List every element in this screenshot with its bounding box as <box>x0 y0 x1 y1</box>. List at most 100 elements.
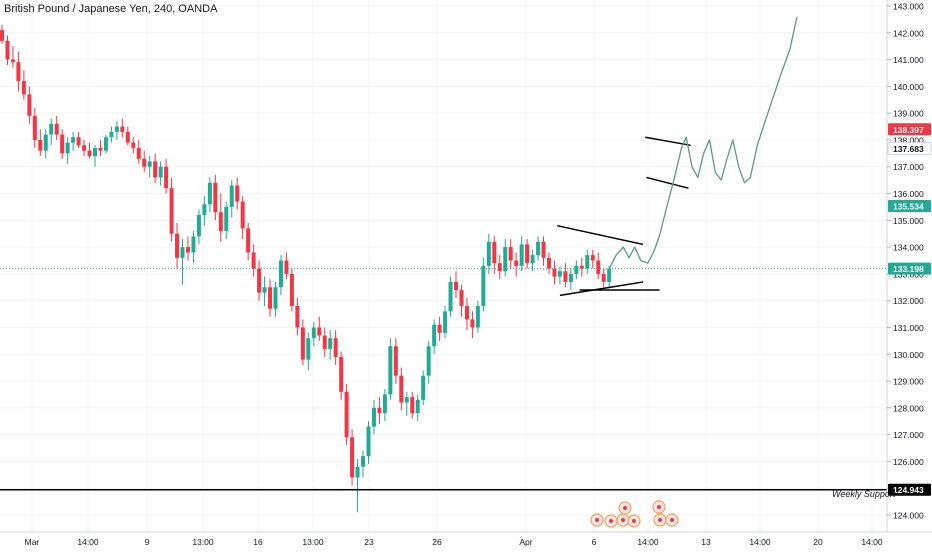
x-tick-label: 13:00 <box>192 537 214 547</box>
candle-body <box>240 201 245 229</box>
candle-body <box>142 158 147 167</box>
x-tick-label: Apr <box>519 537 532 547</box>
candle-body <box>519 244 524 266</box>
y-tick-label: 130.000 <box>893 350 924 360</box>
candle-body <box>355 466 360 478</box>
candle-body <box>590 255 595 261</box>
candle-body <box>268 287 273 309</box>
candle-body <box>497 263 502 272</box>
candle-body <box>0 30 4 41</box>
candle-body <box>60 134 65 154</box>
price-badge <box>887 141 932 155</box>
candle-body <box>125 131 130 143</box>
candle-body <box>508 247 513 261</box>
projection-path <box>608 16 798 269</box>
event-icon <box>657 505 661 509</box>
event-icon <box>609 519 613 523</box>
event-icon <box>632 519 636 523</box>
candle-body <box>273 287 278 309</box>
candle-body <box>393 346 398 376</box>
x-tick-label: 6 <box>592 537 597 547</box>
candle-body <box>224 206 229 232</box>
candle-body <box>54 123 59 135</box>
y-tick-label: 135.000 <box>893 216 924 226</box>
y-tick-label: 136.000 <box>893 189 924 199</box>
candle-body <box>454 281 459 290</box>
event-icon <box>623 506 627 510</box>
support-level-label: Weekly Support <box>832 489 896 499</box>
x-tick-label: 9 <box>145 537 150 547</box>
candle-body <box>202 204 207 215</box>
candle-body <box>295 306 300 328</box>
price-badge <box>888 123 931 136</box>
candle-body <box>371 407 376 427</box>
x-tick-label: 14:00 <box>861 537 883 547</box>
price-badge <box>888 262 931 275</box>
price-badge-label: 133.198 <box>893 264 924 274</box>
y-tick-label: 126.000 <box>893 457 924 467</box>
candle-body <box>153 161 158 178</box>
candle-body <box>218 212 223 232</box>
candle-body <box>333 338 338 357</box>
candle-body <box>536 241 541 256</box>
candle-body <box>278 260 283 288</box>
x-tick-label: 13:00 <box>302 537 324 547</box>
candle-body <box>530 255 535 264</box>
candle-body <box>568 273 573 282</box>
candle-body <box>213 182 218 213</box>
candle-body <box>235 185 240 202</box>
candle-body <box>300 327 305 360</box>
candle-body <box>131 142 136 148</box>
candle-body <box>366 426 371 457</box>
candle-body <box>246 228 251 253</box>
y-tick-label: 134.000 <box>893 243 924 253</box>
candle-body <box>574 265 579 274</box>
candle-body <box>175 233 180 258</box>
candle-body <box>207 182 212 205</box>
candle-body <box>361 456 366 467</box>
candle-body <box>43 134 48 151</box>
candle-body <box>448 281 453 312</box>
candle-body <box>552 268 557 277</box>
candle-body <box>377 407 382 414</box>
trendline <box>557 224 644 246</box>
candle-body <box>437 324 442 333</box>
y-tick-label: 141.000 <box>893 55 924 65</box>
price-badge-label: 138.397 <box>893 125 924 135</box>
candle-body <box>503 247 508 272</box>
candle-body <box>136 147 141 159</box>
grid <box>0 0 887 532</box>
candle-body <box>257 268 262 293</box>
x-tick-label: 14:00 <box>637 537 659 547</box>
candle-body <box>470 319 475 328</box>
candle-body <box>328 338 333 349</box>
candle-body <box>38 139 43 151</box>
y-tick-label: 140.000 <box>893 82 924 92</box>
candle-body <box>65 142 70 154</box>
candle-body <box>284 260 289 274</box>
trendline <box>646 176 689 189</box>
candle-body <box>87 150 92 157</box>
y-tick-label: 143.000 <box>893 2 924 12</box>
y-tick-label: 129.000 <box>893 377 924 387</box>
candle-body <box>563 271 568 282</box>
price-badge <box>888 483 931 496</box>
candles <box>0 24 612 513</box>
candle-body <box>32 115 37 140</box>
candle-body <box>607 268 612 282</box>
candle-body <box>109 131 114 138</box>
x-tick-label: 20 <box>813 537 823 547</box>
candle-body <box>180 247 185 258</box>
candle-body <box>306 338 311 360</box>
y-tick-label: 139.000 <box>893 109 924 119</box>
y-tick-label: 137.000 <box>893 162 924 172</box>
candle-body <box>541 241 546 258</box>
candle-body <box>459 289 464 307</box>
y-tick-label: 128.000 <box>893 403 924 413</box>
candle-body <box>229 185 234 207</box>
candle-body <box>169 188 174 234</box>
candle-body <box>147 161 152 167</box>
